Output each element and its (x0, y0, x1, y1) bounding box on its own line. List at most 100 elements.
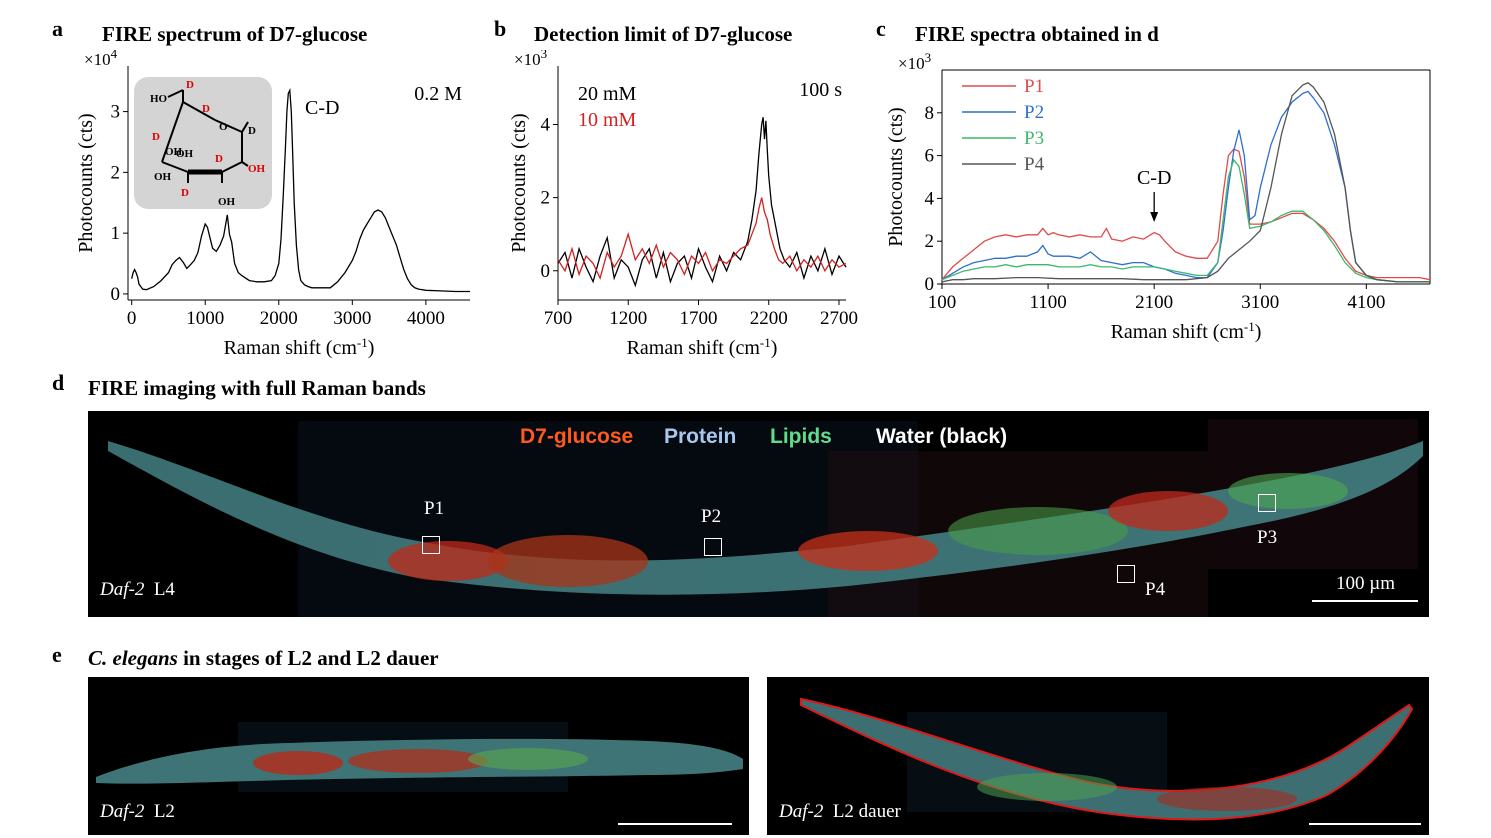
panel-title-c: FIRE spectra obtained in d (915, 22, 1159, 46)
roi-p2 (704, 538, 722, 556)
panel-label-b: b (494, 16, 507, 41)
x-tick-label: 2200 (750, 308, 788, 329)
legend-label-p3: P3 (1024, 128, 1044, 149)
x-tick-label: 1200 (609, 308, 647, 329)
x-axis-label-close: ) (1255, 321, 1262, 343)
molecule-atom-label: D (202, 103, 210, 115)
legend-label-p1: P1 (1024, 76, 1044, 97)
scale-bar-e-right (1309, 823, 1421, 825)
x-tick-label: 3100 (1241, 292, 1279, 313)
y-tick-label: 6 (925, 146, 935, 167)
legend-label-p4: P4 (1024, 154, 1045, 175)
x-tick-label: 1100 (1029, 292, 1066, 313)
worm-image-e-right: Daf-2 L2 dauer (767, 677, 1429, 835)
roi-p3 (1258, 494, 1276, 512)
y-multiplier-exponent: 3 (541, 50, 548, 61)
y-multiplier: ×103 (898, 50, 931, 73)
molecule-bond (182, 101, 216, 121)
molecule-atom-label: D (152, 131, 160, 143)
caption-e-left-italic: Daf-2 (100, 801, 145, 822)
legend-protein: Protein (664, 425, 737, 448)
x-axis-label-exponent: -1 (760, 335, 771, 350)
molecule-atom-label: OH (218, 196, 236, 208)
roi-p3-label: P3 (1257, 527, 1278, 548)
series-line-p2 (941, 90, 1430, 283)
x-tick-label: 2700 (820, 308, 858, 329)
annotation-arrow-head (1150, 212, 1159, 222)
y-tick-label: 2 (925, 231, 935, 252)
y-tick-label: 0 (541, 261, 551, 282)
y-tick-label: 0 (111, 284, 121, 305)
molecule-bond (167, 89, 184, 98)
y-tick-label: 4 (925, 188, 935, 209)
molecule-background (134, 77, 272, 209)
legend-10mm: 10 mM (578, 109, 637, 131)
series-line-p1 (941, 148, 1431, 281)
molecule-bond (161, 101, 184, 163)
y-tick-label: 8 (925, 103, 935, 124)
panel-label-a: a (52, 16, 63, 41)
molecule-bond (241, 161, 249, 167)
annotation-cd: C-D (1137, 167, 1171, 189)
caption-d-italic: Daf-2 (100, 579, 145, 600)
caption-d: Daf-2 L4 (100, 579, 175, 601)
y-tick-label: 0 (925, 274, 935, 295)
worm-image-e-right-graphic (800, 697, 1414, 821)
x-tick-label: 1700 (679, 308, 717, 329)
roi-p4-label: P4 (1145, 579, 1166, 600)
scale-bar-d (1312, 600, 1418, 602)
legend-label-p2: P2 (1024, 102, 1044, 123)
y-multiplier-exponent: 4 (111, 50, 118, 61)
chart-c: 100 1100 2100 3100 4100 0 2 4 6 8 ×103 Raman shift … (885, 50, 1431, 343)
scale-bar-e-left (618, 823, 732, 825)
y-axis-label: Photocounts (cts) (885, 107, 907, 246)
molecule-atom-label: OH (248, 163, 266, 175)
molecule-atom-label: D (186, 79, 194, 91)
y-tick-label: 3 (111, 102, 121, 123)
x-axis-label: Raman shift (cm-1) (1111, 319, 1262, 343)
legend-water: Water (black) (876, 425, 1008, 448)
series-line-d7-glucose (131, 87, 470, 293)
panel-title-e-rest: in stages of L2 and L2 dauer (177, 646, 439, 670)
worm-image-e-left: Daf-2 L2 (88, 677, 749, 835)
caption-e-right: Daf-2 L2 dauer (779, 801, 901, 823)
chart-b: 700 1200 1700 2200 2700 0 2 4 ×103 Raman shift (c… (508, 50, 858, 359)
x-tick-label: 2000 (260, 308, 298, 329)
caption-e-right-stage: L2 dauer (832, 801, 901, 822)
x-tick-label: 4100 (1347, 292, 1385, 313)
y-tick-label: 2 (541, 188, 551, 209)
caption-e-left-stage: L2 (153, 801, 175, 822)
worm-image-d-graphic (108, 419, 1423, 617)
scale-bar-label: 100 µm (1336, 573, 1395, 594)
annotation-time: 100 s (799, 79, 842, 101)
panel-title-d: FIRE imaging with full Raman bands (88, 376, 426, 400)
roi-p1 (422, 536, 440, 554)
x-axis-label-exponent: -1 (357, 335, 368, 350)
x-tick-label: 700 (544, 308, 573, 329)
x-tick-label: 0 (127, 308, 137, 329)
y-multiplier-exponent: 3 (925, 50, 932, 65)
panel-title-a: FIRE spectrum of D7-glucose (102, 22, 368, 46)
y-multiplier: ×104 (84, 50, 118, 69)
series-line-p3 (941, 158, 1430, 283)
molecule-atom-label: O (219, 121, 228, 133)
y-tick-label: 4 (541, 115, 551, 136)
annotation-cd: C-D (305, 97, 339, 119)
x-axis-label: Raman shift (cm-1) (627, 335, 778, 359)
x-axis-label-exponent: -1 (1244, 319, 1255, 334)
y-tick-label: 2 (111, 162, 121, 183)
annotation-concentration: 0.2 M (414, 83, 462, 105)
y-axis-label: Photocounts (cts) (75, 113, 97, 252)
molecule-atom-label: OH (154, 171, 172, 183)
molecule-atom-label: OH (165, 146, 183, 158)
caption-d-stage: L4 (153, 579, 175, 600)
x-tick-label: 3000 (333, 308, 371, 329)
x-axis-label-close: ) (771, 337, 778, 359)
series-line-20-mm (557, 117, 847, 288)
y-multiplier: ×103 (514, 50, 547, 69)
x-tick-label: 1000 (186, 308, 224, 329)
chart-a: 0 1000 2000 3000 4000 0 1 2 3 ×104 Raman shift (cm… (75, 50, 470, 359)
x-tick-label: 2100 (1135, 292, 1173, 313)
panel-title-e-italic: C. elegans (88, 646, 178, 670)
